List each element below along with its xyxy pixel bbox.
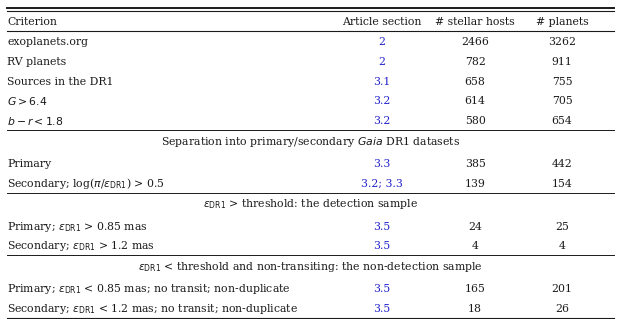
Text: Sources in the DR1: Sources in the DR1 [7,77,114,87]
Text: $\varepsilon_{\mathrm{DR1}}$ < threshold and non-transiting: the non-detection s: $\varepsilon_{\mathrm{DR1}}$ < threshold… [138,260,483,274]
Text: 3.3: 3.3 [373,159,391,169]
Text: exoplanets.org: exoplanets.org [7,37,88,47]
Text: 24: 24 [468,221,482,232]
Text: Secondary; $\varepsilon_{\mathrm{DR1}}$ > 1.2 mas: Secondary; $\varepsilon_{\mathrm{DR1}}$ … [7,239,155,253]
Text: 18: 18 [468,304,482,314]
Text: 385: 385 [465,159,486,169]
Text: 782: 782 [465,57,486,67]
Text: 2466: 2466 [461,37,489,47]
Text: 3262: 3262 [548,37,576,47]
Text: 654: 654 [551,116,573,126]
Text: 2: 2 [378,37,386,47]
Text: 25: 25 [555,221,569,232]
Text: 2: 2 [378,57,386,67]
Text: 3.2; 3.3: 3.2; 3.3 [361,179,403,189]
Text: Primary: Primary [7,159,52,169]
Text: Secondary; $\varepsilon_{\mathrm{DR1}}$ < 1.2 mas; no transit; non-duplicate: Secondary; $\varepsilon_{\mathrm{DR1}}$ … [7,302,299,316]
Text: Separation into primary/secondary $\mathit{Gaia}$ DR1 datasets: Separation into primary/secondary $\math… [161,135,460,149]
Text: 139: 139 [465,179,486,189]
Text: 3.1: 3.1 [373,77,391,87]
Text: Article section: Article section [342,17,422,27]
Text: 705: 705 [551,96,573,107]
Text: 580: 580 [465,116,486,126]
Text: 755: 755 [551,77,573,87]
Text: 154: 154 [551,179,573,189]
Text: # planets: # planets [536,17,588,27]
Text: RV planets: RV planets [7,57,66,67]
Text: 442: 442 [551,159,573,169]
Text: 4: 4 [471,241,479,251]
Text: Secondary; log($\pi$/$\varepsilon_{\mathrm{DR1}}$) > 0.5: Secondary; log($\pi$/$\varepsilon_{\math… [7,176,165,191]
Text: $G > 6.4$: $G > 6.4$ [7,95,48,108]
Text: 3.5: 3.5 [373,304,391,314]
Text: 4: 4 [558,241,566,251]
Text: 614: 614 [465,96,486,107]
Text: 911: 911 [551,57,573,67]
Text: Primary; $\varepsilon_{\mathrm{DR1}}$ < 0.85 mas; no transit; non-duplicate: Primary; $\varepsilon_{\mathrm{DR1}}$ < … [7,282,291,296]
Text: $\varepsilon_{\mathrm{DR1}}$ > threshold: the detection sample: $\varepsilon_{\mathrm{DR1}}$ > threshold… [203,197,418,211]
Text: 658: 658 [465,77,486,87]
Text: Criterion: Criterion [7,17,57,27]
Text: 3.5: 3.5 [373,284,391,294]
Text: 165: 165 [465,284,486,294]
Text: 3.2: 3.2 [373,116,391,126]
Text: 3.5: 3.5 [373,241,391,251]
Text: Primary; $\varepsilon_{\mathrm{DR1}}$ > 0.85 mas: Primary; $\varepsilon_{\mathrm{DR1}}$ > … [7,219,148,234]
Text: # stellar hosts: # stellar hosts [435,17,515,27]
Text: $b - r < 1.8$: $b - r < 1.8$ [7,115,64,127]
Text: 201: 201 [551,284,573,294]
Text: 26: 26 [555,304,569,314]
Text: 3.2: 3.2 [373,96,391,107]
Text: 3.5: 3.5 [373,221,391,232]
